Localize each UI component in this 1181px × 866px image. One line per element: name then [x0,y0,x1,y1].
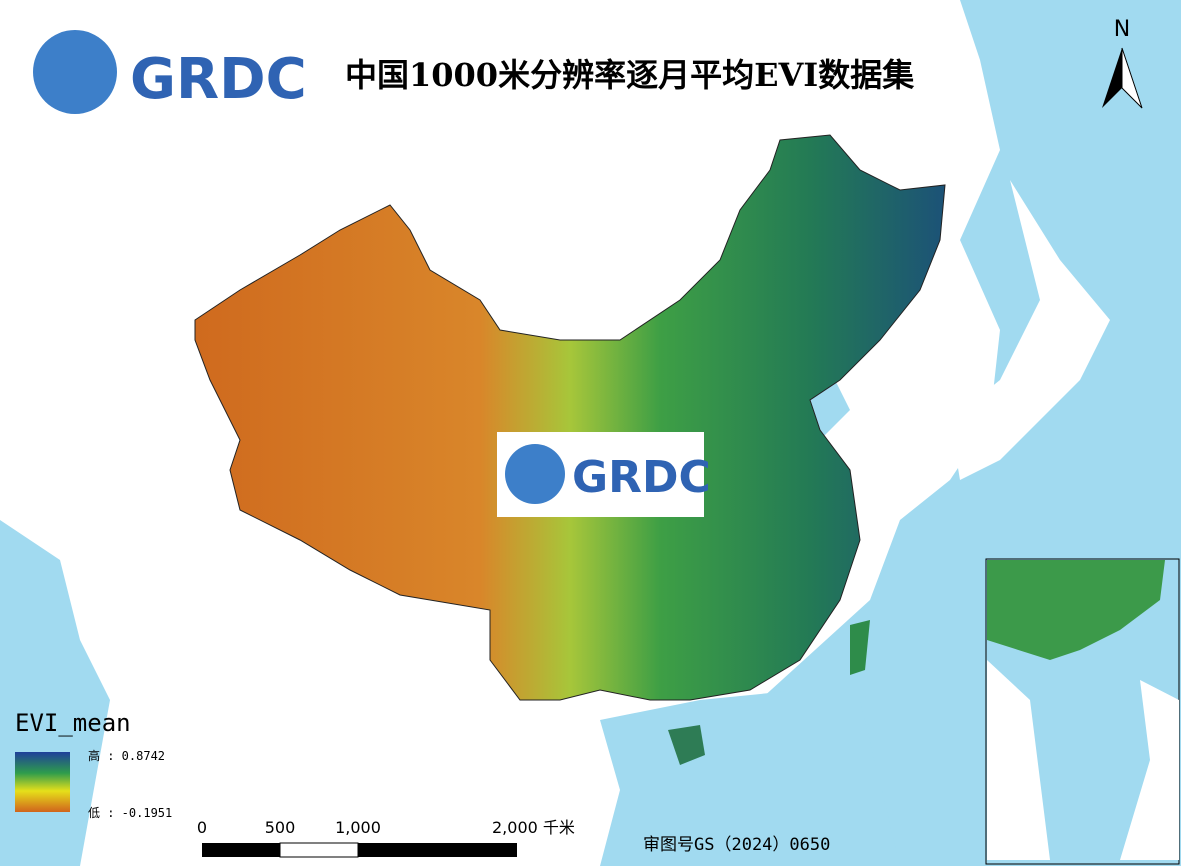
scale-label: 0 [197,818,207,837]
legend-high: 高 : 0.8742 [88,748,165,763]
watermark-text: GRDC [572,452,711,503]
north-arrow: N [1102,17,1143,109]
scale-bar: 0 500 1,000 2,000 千米 [197,818,575,858]
watermark-globe [505,444,565,504]
scale-label: 500 [265,818,296,837]
taiwan [850,620,870,675]
legend: EVI_mean 高 : 0.8742 低 : -0.1951 [15,709,172,820]
inset-land [987,560,1165,660]
scale-segment [279,842,359,858]
scale-label: 2,000 千米 [492,818,575,837]
north-arrow-left [1102,48,1122,108]
logo-globe [33,30,117,114]
inset-land [1120,680,1179,860]
legend-title: EVI_mean [15,709,131,737]
logo-text: GRDC [130,47,307,112]
map-title: 中国1000米分辨率逐月平均EVI数据集 [345,56,914,94]
japan [950,180,1110,480]
legend-ramp [15,752,70,812]
scale-label: 1,000 [335,818,381,837]
inset-land [987,660,1050,860]
logo: GRDC [33,30,307,114]
approval-number: 审图号GS（2024）0650 [643,835,830,855]
inset-map [985,558,1180,865]
hainan [668,725,705,765]
north-label: N [1114,17,1130,42]
north-arrow-right [1121,47,1143,109]
china-evi [194,134,946,701]
scale-segment [202,843,280,857]
legend-low: 低 : -0.1951 [88,806,172,820]
scale-segment [358,843,517,857]
watermark: GRDC [497,432,711,517]
